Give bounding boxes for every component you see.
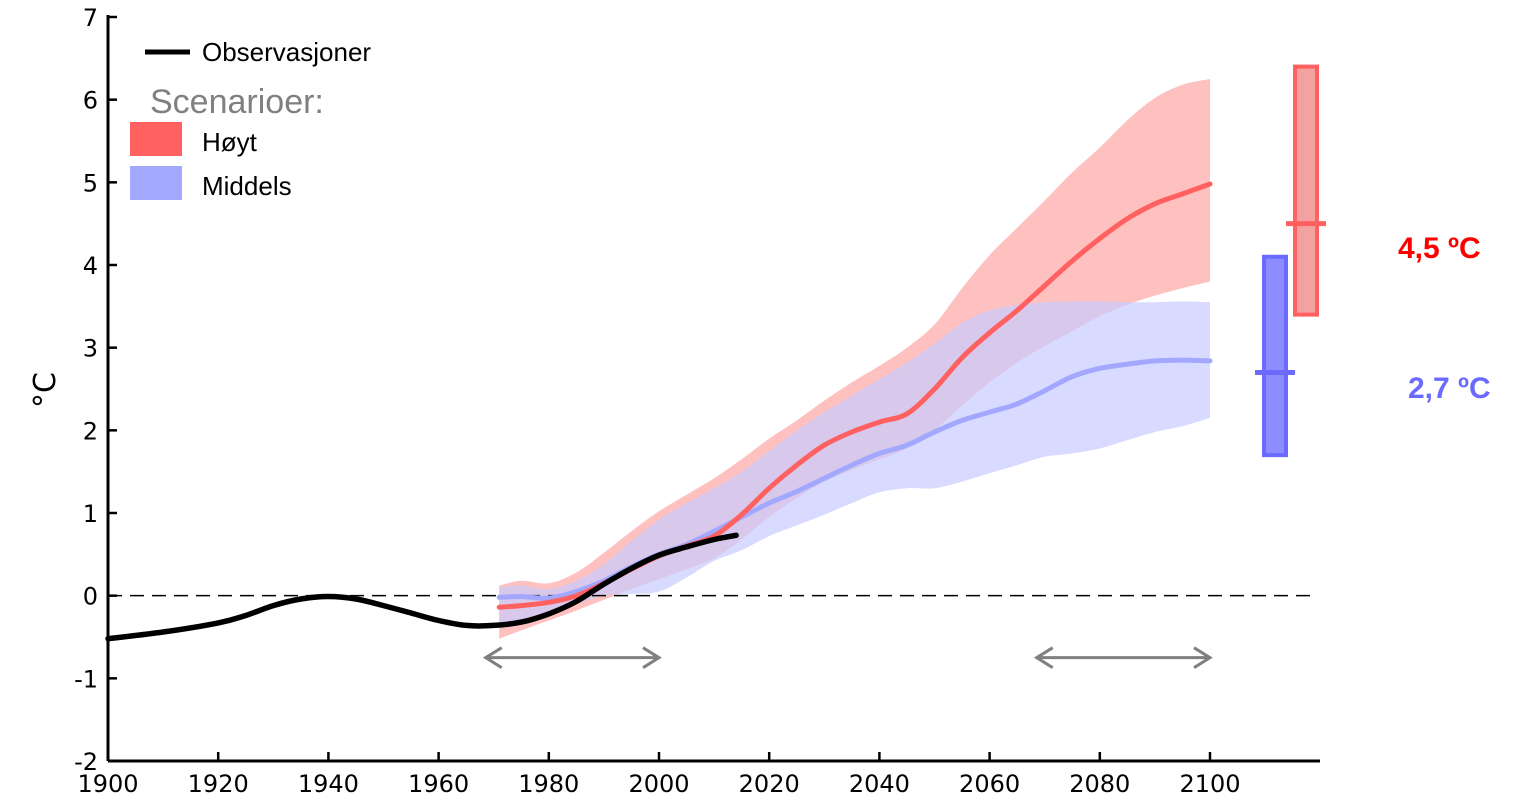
y-tick-label: 7 [83, 4, 98, 32]
range-box-middels [1262, 254, 1288, 458]
x-tick-label: 1900 [77, 770, 138, 798]
legend-high-swatch [130, 122, 182, 156]
axes: -2 -1 0 1 2 3 4 5 6 7 1900 1920 1940 1960 1980 2000 2020… [74, 4, 1320, 798]
y-axis-title: °C [28, 372, 63, 408]
legend-medium-label: Middels [202, 171, 292, 201]
range-bar-middels [1255, 254, 1295, 458]
range-bar-h-yt [1286, 64, 1326, 317]
x-tick-label: 1940 [298, 770, 359, 798]
reference-period-arrows [482, 646, 1213, 669]
legend-scenarios-heading: Scenarioer: [150, 83, 324, 121]
x-tick-label: 2000 [628, 770, 689, 798]
y-tick-label: 6 [83, 87, 98, 115]
x-tick-label: 2080 [1069, 770, 1130, 798]
y-tick-label: 3 [83, 335, 98, 363]
band-h-yt [499, 79, 1210, 639]
legend-high-label: Høyt [202, 127, 258, 157]
legend: Observasjoner Scenarioer: Høyt Middels [130, 37, 371, 201]
x-tick-label: 1920 [188, 770, 249, 798]
x-tick-label: 2020 [739, 770, 800, 798]
y-tick-label: -1 [74, 665, 98, 693]
reference-arrow-2 [1033, 646, 1213, 669]
x-tick-label: 2060 [959, 770, 1020, 798]
range-box-h-yt [1293, 64, 1319, 317]
x-tick-label: 1980 [518, 770, 579, 798]
reference-arrow-1 [482, 646, 662, 669]
medium-median-label: 2,7 ºC [1408, 372, 1491, 405]
line-observasjoner [105, 532, 739, 642]
y-tick-label: -2 [74, 748, 98, 776]
series-lines [105, 181, 1213, 642]
y-tick-label: 1 [83, 500, 98, 528]
x-tick-label: 2100 [1179, 770, 1240, 798]
y-tick-label: 2 [83, 417, 98, 445]
y-tick-label: 0 [83, 583, 98, 611]
legend-medium-swatch [130, 166, 182, 200]
uncertainty-bands [499, 79, 1210, 639]
y-tick-label: 5 [83, 169, 98, 197]
x-tick-label: 2040 [849, 770, 910, 798]
x-tick-label: 1960 [408, 770, 469, 798]
y-tick-label: 4 [83, 252, 98, 280]
legend-observations-label: Observasjoner [202, 37, 371, 67]
end-of-century-ranges [1255, 64, 1326, 458]
high-median-label: 4,5 ºC [1398, 232, 1481, 265]
